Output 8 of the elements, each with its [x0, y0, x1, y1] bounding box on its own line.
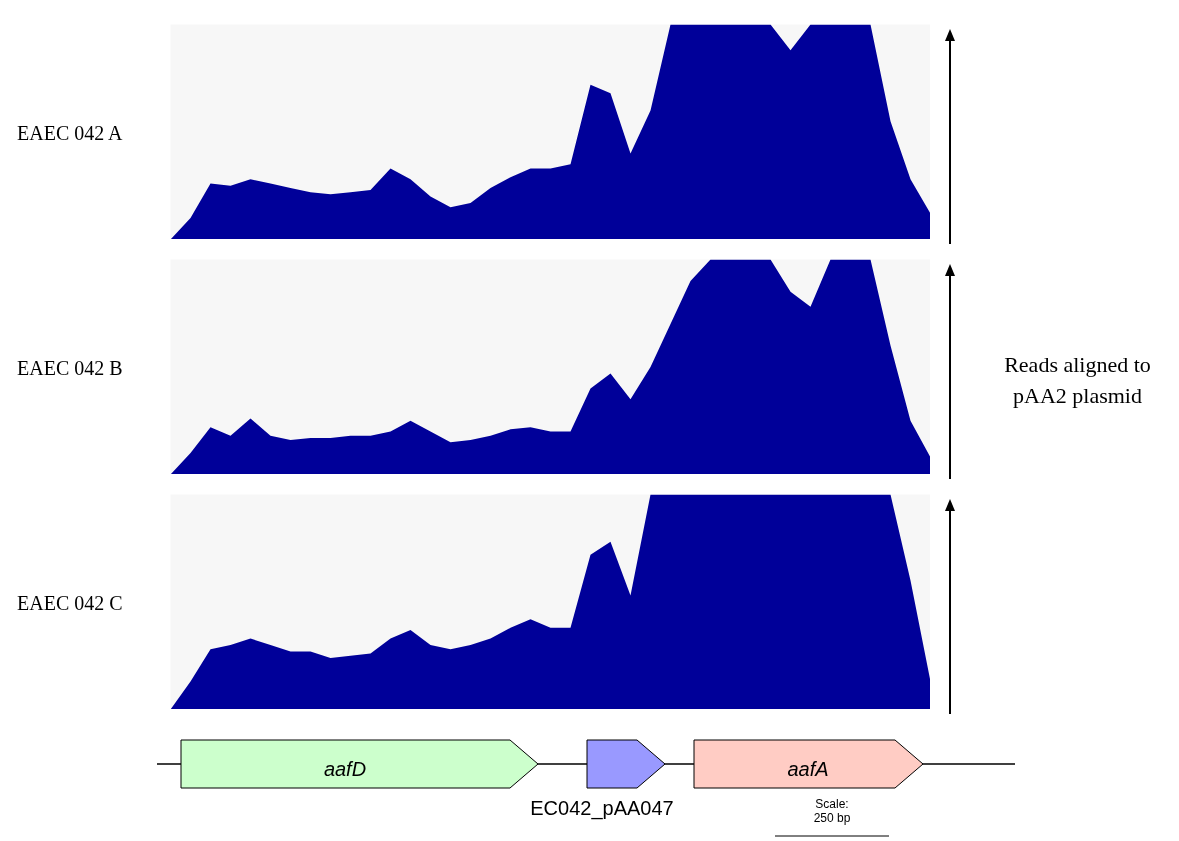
y-axis-title: EAEC 042 A: [17, 121, 123, 146]
y-axis-title: EAEC 042 C: [17, 591, 123, 616]
text: aafD: [323, 758, 367, 781]
y-axis-title: EAEC 042 B: [17, 356, 123, 381]
text: Scale: 250 bp: [813, 796, 851, 826]
text: Reads aligned to pAA2 plasmid: [1003, 351, 1152, 411]
text: EC042_pAA047: [530, 797, 674, 821]
text: aafA: [787, 758, 829, 781]
